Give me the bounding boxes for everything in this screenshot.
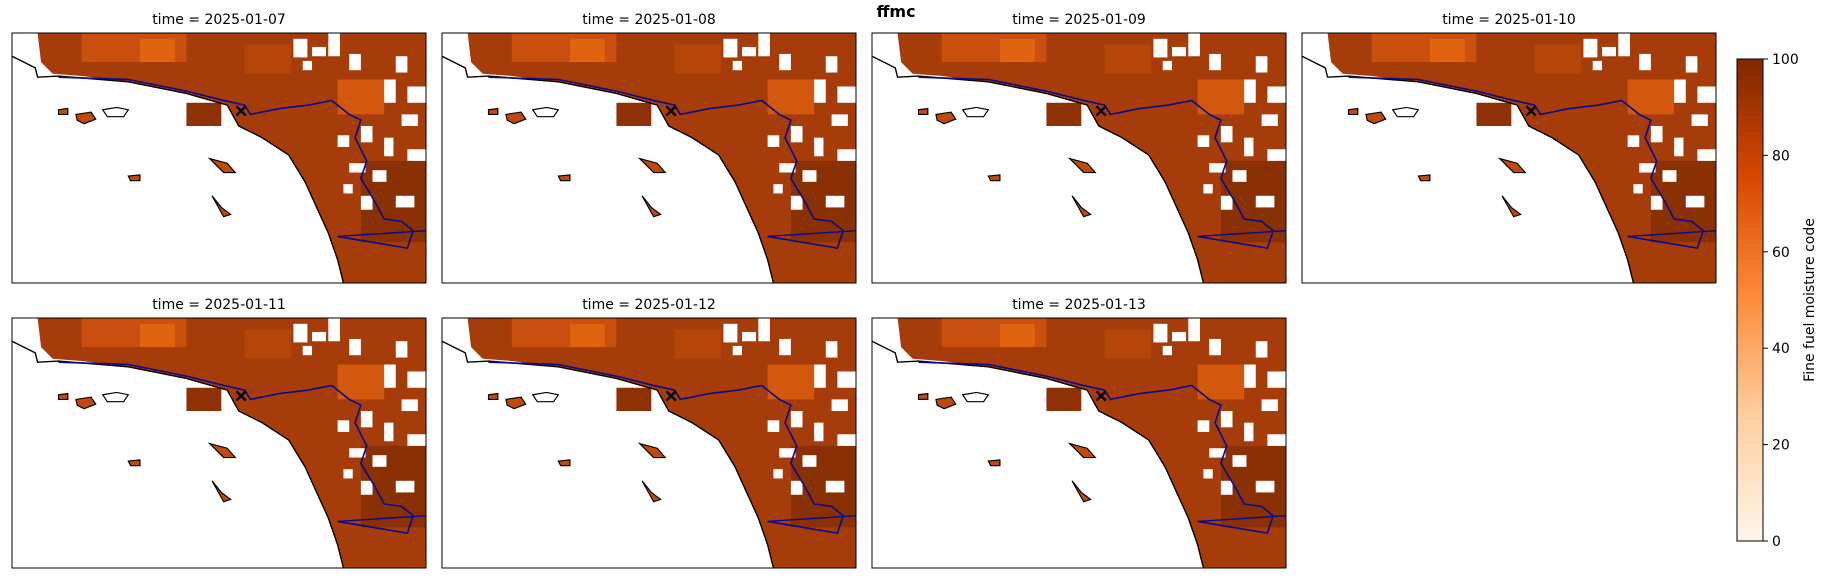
colorbar-tick-label: 20 [1772, 438, 1790, 454]
panel-frame [441, 317, 857, 569]
panel-title: time = 2025-01-09 [1012, 12, 1146, 28]
map-panel [12, 33, 426, 283]
map-panel [872, 33, 1286, 283]
panel-frame [11, 32, 427, 284]
panels: time = 2025-01-07 time = 2025-01-08 time =… [11, 12, 1717, 569]
panel-frame [441, 32, 857, 284]
figure-title: ffmc [876, 2, 915, 21]
map-panel [12, 318, 426, 568]
panel-title: time = 2025-01-10 [1442, 12, 1576, 28]
panel-title: time = 2025-01-11 [152, 297, 286, 313]
panel-frame [1301, 32, 1717, 284]
panel-title: time = 2025-01-13 [1012, 297, 1146, 313]
colorbar-tick-label: 0 [1772, 534, 1781, 550]
colorbar-ramp [1736, 58, 1764, 542]
map-panel [872, 318, 1286, 568]
panel-title: time = 2025-01-08 [582, 12, 716, 28]
colorbar-tick-label: 60 [1772, 245, 1790, 261]
map-panel [1302, 33, 1716, 283]
panel-frame [871, 32, 1287, 284]
colorbar-tick-label: 100 [1772, 52, 1799, 68]
colorbar-tick-label: 80 [1772, 148, 1790, 164]
panel-title: time = 2025-01-12 [582, 297, 716, 313]
panel-frame [871, 317, 1287, 569]
panel-title: time = 2025-01-07 [152, 12, 286, 28]
colorbar-tick-label: 40 [1772, 341, 1790, 357]
colorbar-label: Fine fuel moisture code [1802, 218, 1818, 382]
map-panel [442, 33, 856, 283]
map-panel [442, 318, 856, 568]
panel-frame [11, 317, 427, 569]
colorbar: 0 20 40 60 80 100 Fine fuel moisture code [1736, 52, 1818, 550]
